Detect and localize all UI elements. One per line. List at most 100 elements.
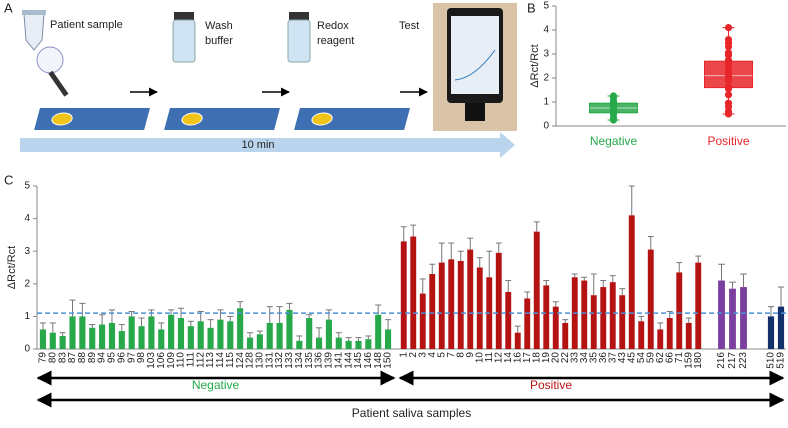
x-tick-label: 18	[531, 352, 542, 364]
step-label: Test	[399, 20, 419, 32]
x-tick-label: 54	[636, 352, 647, 364]
x-tick-label: 131	[264, 352, 275, 369]
x-tick-label: 96	[116, 352, 127, 364]
bar	[158, 329, 165, 349]
bar	[227, 321, 234, 349]
illustration: 10 min Patient sample Wash buffer Redox …	[20, 3, 517, 158]
sensor-strip	[294, 108, 410, 130]
bar	[49, 332, 56, 349]
y-tick-label: 4	[24, 213, 30, 224]
bar	[306, 318, 313, 349]
tube-cap	[22, 10, 46, 15]
panel-label: A	[4, 0, 13, 15]
x-tick-label: 5	[436, 352, 447, 358]
data-point	[724, 24, 733, 32]
data-point	[724, 82, 733, 90]
x-tick-label: 150	[383, 352, 394, 369]
bar	[69, 316, 76, 349]
bar	[286, 309, 293, 349]
x-tick-label: 1	[398, 352, 409, 358]
bar	[187, 326, 194, 349]
x-tick-label: 35	[588, 352, 599, 364]
bar	[505, 291, 512, 349]
x-tick-label: 45	[626, 352, 637, 364]
bar	[543, 285, 550, 349]
sensor-strip	[34, 108, 150, 130]
bar	[524, 298, 531, 349]
x-tick-label: 22	[560, 352, 571, 364]
bar	[89, 327, 96, 349]
x-tick-label: 111	[185, 352, 196, 368]
x-tick-label: 4	[427, 352, 438, 358]
x-tick-label: 17	[522, 352, 533, 364]
x-tick-label: 180	[693, 352, 704, 369]
step-label: Patient sample	[50, 19, 123, 31]
x-tick-label: 79	[38, 352, 49, 364]
bar	[609, 282, 616, 349]
x-tick-label: 95	[107, 352, 118, 364]
bar	[590, 295, 597, 349]
x-tick-label: 135	[304, 352, 315, 369]
timeline-label: 10 min	[241, 139, 274, 151]
bar	[467, 249, 474, 349]
bar	[657, 329, 664, 349]
bar	[39, 329, 46, 349]
bar	[138, 326, 145, 349]
x-tick-label: 217	[727, 352, 738, 369]
bar	[562, 322, 569, 349]
x-tick-label: 14	[503, 352, 514, 364]
bar	[628, 215, 635, 349]
bar	[177, 318, 185, 349]
panel-label: C	[4, 172, 13, 187]
y-tick-label: 1	[543, 97, 549, 108]
x-tick-label: 66	[664, 352, 675, 364]
x-tick-label: 112	[195, 352, 206, 368]
x-tick-label: 8	[455, 352, 466, 358]
x-tick-label: 43	[617, 352, 628, 364]
step-label: buffer	[205, 35, 233, 47]
x-tick-label: 83	[57, 352, 68, 364]
y-axis-label: ΔRct/Rct	[6, 246, 18, 289]
x-tick-label: 87	[67, 352, 78, 364]
x-tick-label: 62	[655, 352, 666, 364]
bar	[197, 321, 204, 349]
x-tick-label: 132	[274, 352, 285, 369]
bar	[676, 272, 683, 349]
dropper	[48, 70, 69, 97]
bar	[438, 262, 445, 349]
bar	[385, 329, 392, 349]
bar	[335, 337, 342, 349]
bar	[108, 322, 116, 349]
bar	[533, 231, 540, 349]
x-tick-label: 510	[766, 352, 777, 369]
x-tick-label: 19	[541, 352, 552, 364]
x-tick-label: 148	[373, 352, 384, 369]
x-tick-label: 80	[47, 352, 58, 364]
x-tick-label: 97	[126, 352, 137, 364]
x-tick-label: 9	[465, 352, 476, 358]
bar	[476, 267, 483, 349]
bar	[375, 314, 382, 349]
timeline-arrow	[20, 132, 515, 158]
x-tick-label: 114	[215, 352, 226, 368]
bar	[365, 339, 372, 349]
x-tick-label: 103	[146, 352, 157, 369]
bar	[345, 340, 352, 349]
bar	[600, 287, 607, 349]
x-tick-label: 223	[738, 352, 749, 369]
bar	[410, 236, 417, 349]
vial-cap	[174, 12, 194, 20]
x-tick-label: 94	[97, 352, 108, 364]
bar	[695, 262, 702, 349]
x-tick-label: 115	[225, 352, 236, 368]
bar	[246, 337, 254, 349]
group-label: Negative	[192, 378, 240, 392]
y-tick-label: 3	[24, 246, 30, 257]
x-tick-label: 98	[136, 352, 147, 364]
bar	[256, 334, 263, 349]
x-tick-label: 20	[550, 352, 561, 364]
bar	[296, 340, 303, 349]
x-tick-label: 89	[87, 352, 98, 364]
y-axis-label: ΔRct/Rct	[529, 44, 541, 87]
